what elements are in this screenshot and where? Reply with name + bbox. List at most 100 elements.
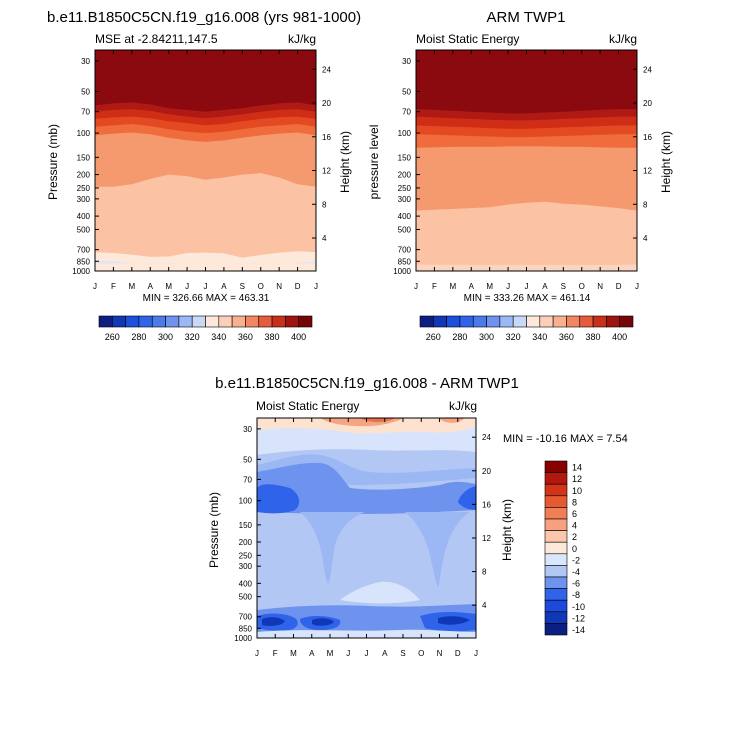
panel-obs: ARM TWP1 Moist Static Energy kJ/kg 30 50 7…	[367, 9, 673, 342]
pressure-tick-label-obs: 30	[402, 57, 411, 66]
colorbar-label-model: 400	[291, 332, 306, 342]
pressure-tick-label-obs: 250	[398, 184, 412, 193]
colorbar-label-diff: -2	[572, 555, 580, 565]
colorbar-box-model	[218, 315, 233, 328]
colorbar-box-obs	[552, 315, 567, 328]
month-tick-label-diff: S	[400, 649, 405, 658]
colorbar-box-obs	[579, 315, 594, 328]
pressure-tick-label-diff: 150	[239, 521, 253, 530]
pressure-tick-label-diff: 50	[243, 455, 252, 464]
colorbar-label-obs: 320	[506, 332, 521, 342]
colorbar-label-diff: 14	[572, 463, 582, 473]
colorbar-box-obs	[512, 315, 527, 328]
panel-model-plot-area	[95, 50, 316, 271]
colorbar-box-model	[165, 315, 180, 328]
colorbar-label-diff: 6	[572, 509, 577, 519]
colorbar-box-diff	[544, 518, 568, 531]
panel-obs-height-axis: 24 20 16 12 8 4	[633, 65, 652, 243]
colorbar-label-diff: 8	[572, 497, 577, 507]
colorbar-box-diff	[544, 472, 568, 485]
colorbar-box-obs	[606, 315, 620, 328]
panel-model-units: kJ/kg	[288, 32, 316, 46]
colorbar-box-model	[125, 315, 140, 328]
pressure-tick-label-obs: 300	[398, 195, 412, 204]
colorbar-box-model	[258, 315, 273, 328]
pressure-tick-label-model: 1000	[72, 267, 90, 276]
panel-diff-stats: MIN = -10.16 MAX = 7.54	[503, 433, 628, 445]
pressure-tick-label-obs: 1000	[393, 267, 411, 276]
month-tick-label-obs: D	[616, 282, 622, 291]
panel-diff-units: kJ/kg	[449, 399, 477, 413]
colorbar-label-diff: -8	[572, 590, 580, 600]
pressure-tick-label-diff: 1000	[234, 634, 252, 643]
pressure-tick-label-model: 70	[81, 108, 90, 117]
colorbar-box-obs	[619, 315, 634, 328]
month-tick-label-diff: A	[382, 649, 388, 658]
colorbar-box-obs	[486, 315, 501, 328]
pressure-tick-label-diff: 850	[239, 624, 253, 633]
pressure-tick-label-model: 50	[81, 88, 90, 97]
colorbar-box-model	[205, 315, 220, 328]
colorbar-box-model	[98, 315, 113, 328]
colorbar-label-diff: -14	[572, 625, 585, 635]
colorbar-box-obs	[446, 315, 461, 328]
pressure-tick-label-model: 30	[81, 57, 90, 66]
height-tick-label-diff: 4	[482, 601, 487, 610]
panel-model-stats: MIN = 326.66 MAX = 463.31	[143, 293, 270, 304]
pressure-tick-label-model: 850	[77, 257, 91, 266]
panel-obs-title: ARM TWP1	[487, 9, 566, 26]
colorbar-label-model: 340	[211, 332, 226, 342]
colorbar-box-diff	[544, 460, 568, 473]
colorbar-box-diff	[544, 611, 568, 624]
panel-obs-ylabel-right: Height (km)	[659, 131, 673, 193]
pressure-tick-label-model: 500	[77, 225, 91, 234]
panel-diff-left-label: Moist Static Energy	[256, 399, 359, 413]
month-tick-label-model: S	[240, 282, 245, 291]
colorbar-label-model: 360	[238, 332, 253, 342]
month-tick-label-diff: J	[255, 649, 259, 658]
month-tick-label-model: N	[276, 282, 282, 291]
colorbar-box-diff	[544, 565, 568, 578]
height-tick-label-diff: 8	[482, 568, 487, 577]
month-tick-label-model: M	[128, 282, 135, 291]
colorbar-box-model	[151, 315, 166, 328]
panel-diff-ylabel-right: Height (km)	[500, 499, 514, 561]
month-tick-label-obs: J	[525, 282, 529, 291]
height-tick-label-model: 8	[322, 200, 327, 209]
pressure-tick-label-diff: 30	[243, 425, 252, 434]
pressure-tick-label-obs: 400	[398, 212, 412, 221]
colorbar-box-model	[285, 315, 299, 328]
height-tick-label-model: 16	[322, 133, 331, 142]
panel-model-height-axis: 24 20 16 12 8 4	[312, 65, 331, 243]
diff-fill-upper-blue	[257, 462, 476, 514]
panel-model-left-label: MSE at -2.84211,147.5	[95, 32, 218, 46]
contour-fill-model-340	[95, 173, 316, 271]
diff-fill-top-warm3	[360, 418, 395, 423]
height-tick-label-obs: 4	[643, 234, 648, 243]
colorbar-label-obs: 360	[559, 332, 574, 342]
month-tick-label-model: A	[148, 282, 154, 291]
colorbar-label-diff: -10	[572, 602, 585, 612]
pressure-tick-label-model: 150	[77, 153, 91, 162]
panel-diff-ylabel: Pressure (mb)	[207, 492, 221, 568]
diff-fill-mid-plume1	[300, 512, 365, 584]
colorbar-box-obs	[433, 315, 447, 328]
pressure-tick-label-model: 100	[77, 129, 91, 138]
colorbar-box-obs	[566, 315, 581, 328]
colorbar-label-obs: 280	[452, 332, 467, 342]
colorbar-box-model	[298, 315, 313, 328]
panel-obs-ylabel: pressure level	[367, 125, 381, 200]
panel-model-title: b.e11.B1850C5CN.f19_g16.008 (yrs 981-100…	[47, 9, 361, 26]
pressure-tick-label-obs: 500	[398, 225, 412, 234]
pressure-tick-label-diff: 300	[239, 562, 253, 571]
month-tick-label-diff: F	[273, 649, 278, 658]
colorbar-label-diff: 2	[572, 532, 577, 542]
month-tick-label-obs: F	[432, 282, 437, 291]
month-tick-label-diff: D	[455, 649, 461, 658]
height-tick-label-model: 4	[322, 234, 327, 243]
colorbar-box-obs	[526, 315, 541, 328]
colorbar-box-obs	[499, 315, 514, 328]
